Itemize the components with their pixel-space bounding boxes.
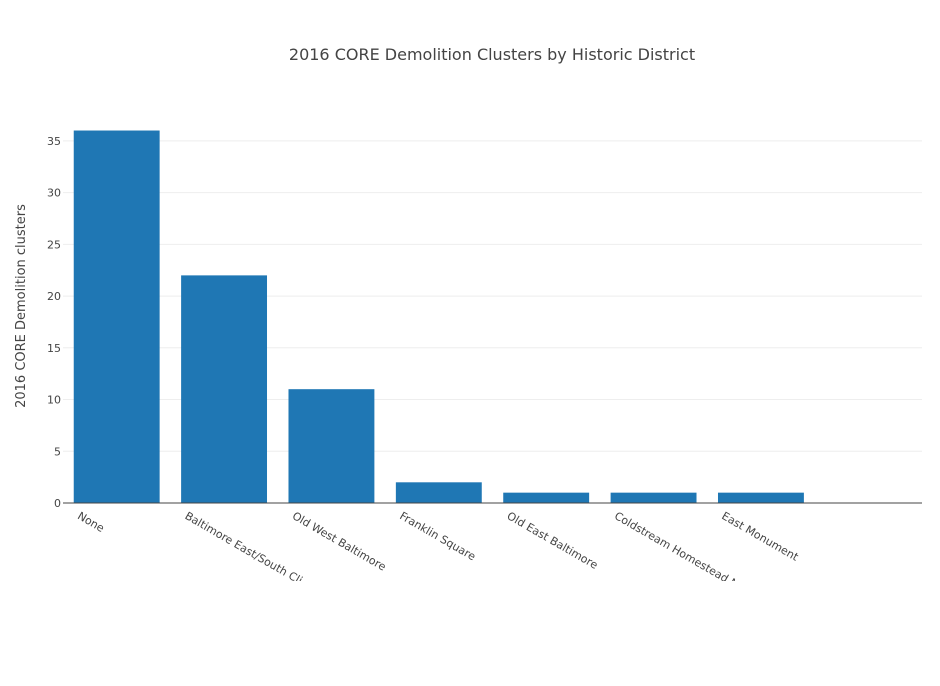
x-tick-label: Franklin Square [397, 509, 478, 563]
y-tick-label: 35 [47, 135, 61, 148]
bars [73, 130, 804, 503]
y-tick-label: 15 [47, 342, 61, 355]
y-axis-label: 2016 CORE Demolition clusters [14, 204, 29, 408]
y-tick-label: 30 [47, 187, 61, 200]
y-tick-label: 20 [47, 290, 61, 303]
y-tick-label: 0 [54, 497, 61, 510]
bar[interactable] [395, 482, 482, 503]
bar[interactable] [181, 275, 268, 503]
x-tick-label: Old West Baltimore [290, 509, 388, 573]
y-tick-label: 10 [47, 394, 61, 407]
y-tick-label: 25 [47, 238, 61, 251]
x-tick-label: Baltimore East/South Cli [183, 509, 305, 587]
x-tick-label: None [75, 509, 107, 535]
bar[interactable] [503, 492, 590, 503]
bar[interactable] [610, 492, 697, 503]
bar[interactable] [73, 130, 160, 503]
bar[interactable] [717, 492, 804, 503]
x-tick-label: Old East Baltimore [505, 509, 601, 572]
chart-title: 2016 CORE Demolition Clusters by Histori… [289, 45, 695, 64]
y-tick-label: 5 [54, 445, 61, 458]
x-tick-label: East Monument [719, 509, 801, 564]
y-axis-ticks: 0 5 10 15 20 25 30 35 [47, 135, 61, 510]
bar[interactable] [288, 389, 375, 503]
